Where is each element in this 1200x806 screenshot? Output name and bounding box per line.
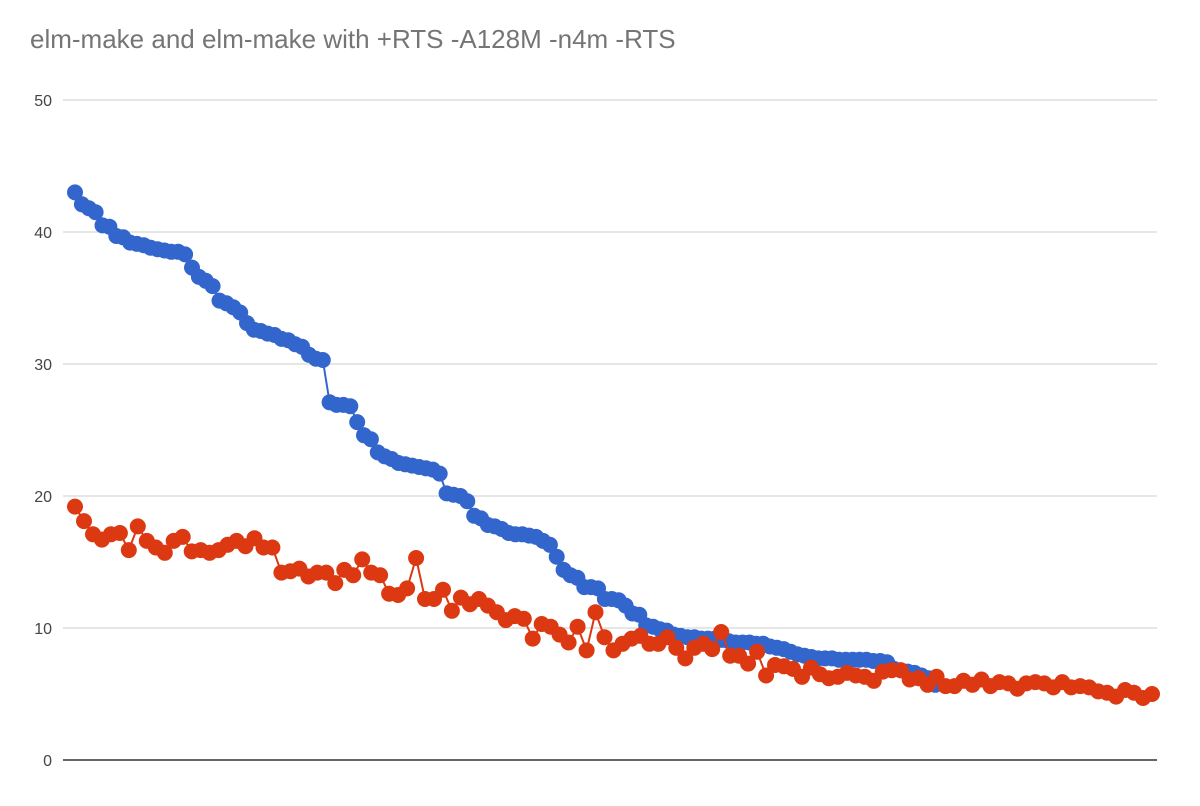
- data-point: [596, 629, 613, 646]
- data-point: [354, 551, 371, 568]
- data-point: [314, 352, 331, 368]
- data-point: [111, 525, 128, 541]
- chart-title: elm-make and elm-make with +RTS -A128M -…: [30, 24, 676, 54]
- grid-lines: [63, 99, 1157, 761]
- data-point: [204, 278, 221, 295]
- data-point: [443, 602, 460, 619]
- data-point: [264, 539, 281, 556]
- data-point: [569, 618, 586, 635]
- data-point: [177, 246, 194, 263]
- data-point: [408, 550, 425, 566]
- data-point: [758, 667, 775, 684]
- data-point: [120, 542, 137, 559]
- data-point: [704, 641, 721, 658]
- data-point: [1144, 686, 1160, 702]
- data-point: [399, 580, 416, 597]
- data-point: [459, 493, 476, 510]
- data-point: [587, 604, 604, 621]
- data-point: [749, 643, 766, 660]
- data-point: [740, 655, 757, 672]
- data-point: [541, 536, 558, 553]
- data-point: [67, 498, 83, 515]
- data-point: [349, 414, 366, 431]
- data-point: [174, 528, 191, 545]
- data-point: [578, 642, 595, 659]
- data-point: [327, 575, 344, 592]
- y-tick-label: 10: [34, 621, 52, 638]
- data-point: [345, 567, 362, 584]
- data-point: [524, 630, 541, 647]
- series-line: [74, 191, 936, 686]
- data-point: [659, 629, 676, 646]
- data-point: [342, 398, 359, 415]
- data-point: [362, 431, 379, 448]
- data-point: [548, 548, 565, 565]
- y-tick-label: 40: [34, 225, 52, 242]
- data-point: [515, 610, 532, 627]
- series-layer: [67, 184, 1160, 706]
- data-point: [677, 650, 694, 667]
- y-tick-label: 30: [34, 357, 52, 374]
- y-tick-label: 20: [34, 489, 52, 506]
- series-2: [67, 498, 1160, 706]
- data-point: [318, 564, 335, 581]
- data-point: [76, 513, 92, 530]
- data-point: [668, 639, 685, 656]
- data-point: [129, 518, 146, 535]
- y-tick-label: 50: [34, 93, 52, 110]
- data-point: [435, 581, 451, 598]
- data-point: [67, 184, 83, 201]
- data-point: [713, 624, 730, 640]
- y-axis-ticks: 0 10 20 30 40 50: [34, 93, 52, 770]
- y-tick-label: 0: [43, 753, 52, 770]
- data-point: [560, 634, 577, 651]
- data-point: [156, 544, 173, 561]
- data-point: [87, 204, 104, 221]
- data-point: [372, 567, 389, 584]
- data-point: [431, 465, 448, 482]
